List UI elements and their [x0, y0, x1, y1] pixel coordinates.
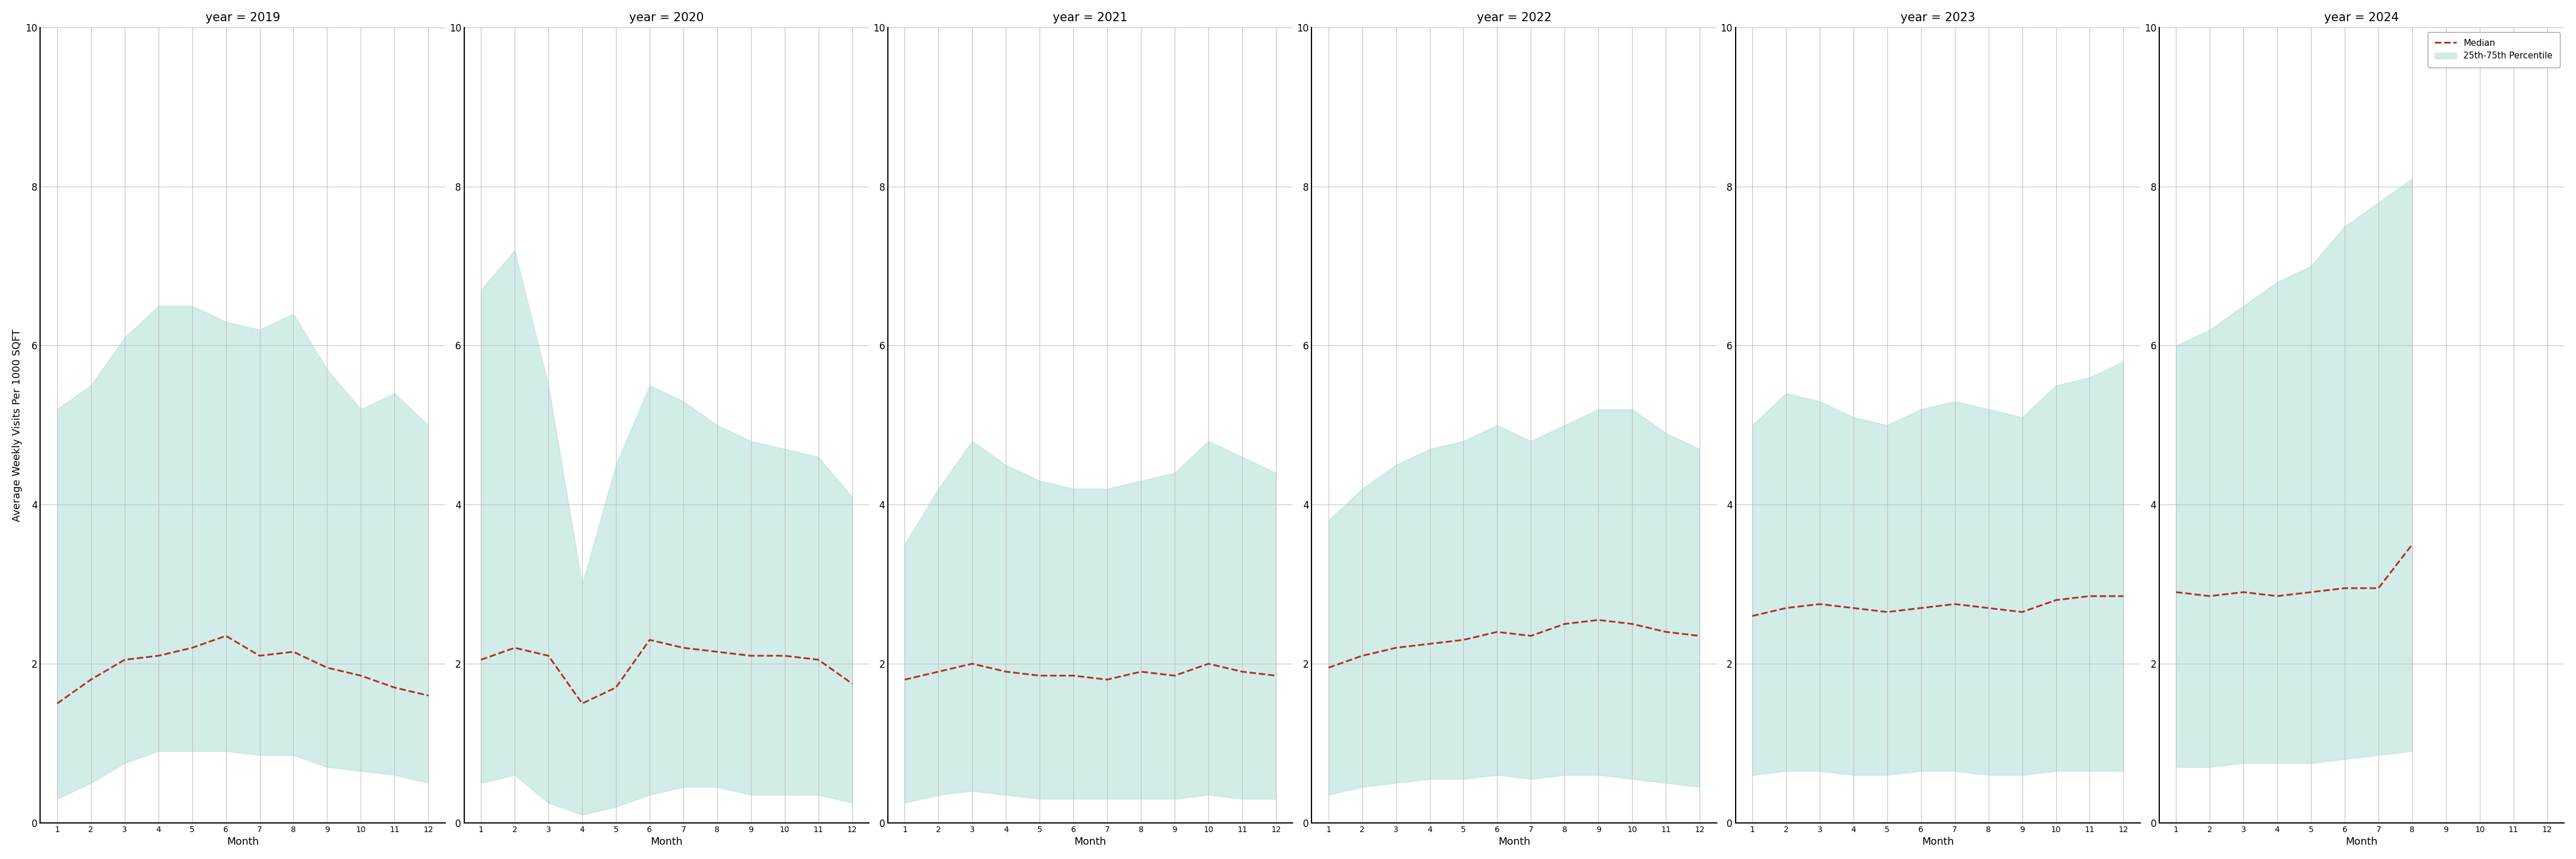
X-axis label: Month: Month: [649, 837, 683, 847]
Median: [2295, 587, 2326, 597]
Median: [1414, 639, 1445, 649]
Title: year = 2021: year = 2021: [1054, 12, 1128, 23]
Median: [312, 662, 343, 673]
Median: [41, 698, 72, 709]
X-axis label: Month: Month: [1074, 837, 1108, 847]
Median: [701, 647, 732, 657]
X-axis label: Month: Month: [227, 837, 258, 847]
Median: [889, 674, 920, 685]
Median: [412, 691, 443, 701]
Median: [600, 682, 631, 692]
Title: year = 2023: year = 2023: [1901, 12, 1976, 23]
Line: Median: Median: [1752, 596, 2123, 616]
Median: [245, 650, 276, 661]
Median: [1260, 671, 1291, 681]
Median: [1381, 643, 1412, 653]
Median: [75, 674, 106, 685]
Median: [466, 655, 497, 665]
Median: [1618, 618, 1649, 629]
Median: [345, 671, 376, 681]
Median: [1226, 667, 1257, 677]
Median: [2362, 583, 2393, 594]
X-axis label: Month: Month: [1922, 837, 1955, 847]
Title: year = 2024: year = 2024: [2324, 12, 2398, 23]
Median: [837, 679, 868, 689]
Median: [667, 643, 698, 653]
Legend: Median, 25th-75th Percentile: Median, 25th-75th Percentile: [2427, 32, 2561, 67]
Line: Median: Median: [904, 664, 1275, 679]
Median: [804, 655, 835, 665]
Median: [108, 655, 139, 665]
Median: [1651, 627, 1682, 637]
Median: [1839, 603, 1870, 613]
Median: [956, 659, 987, 669]
Median: [1159, 671, 1190, 681]
Median: [1873, 606, 1904, 617]
Median: [2040, 595, 2071, 606]
Median: [1515, 631, 1546, 641]
Y-axis label: Average Weekly Visits Per 1000 SQFT: Average Weekly Visits Per 1000 SQFT: [13, 329, 23, 521]
Median: [1973, 603, 2004, 613]
Median: [2396, 539, 2427, 550]
Median: [1940, 599, 1971, 609]
Line: Median: Median: [1329, 620, 1700, 667]
Median: [1548, 618, 1579, 629]
Median: [1736, 611, 1767, 621]
Median: [2107, 591, 2138, 601]
Median: [2007, 606, 2038, 617]
Median: [533, 650, 564, 661]
Title: year = 2020: year = 2020: [629, 12, 703, 23]
Median: [1906, 603, 1937, 613]
Median: [1092, 674, 1123, 685]
X-axis label: Month: Month: [2347, 837, 2378, 847]
Median: [2161, 587, 2192, 597]
Median: [2228, 587, 2259, 597]
X-axis label: Month: Month: [1499, 837, 1530, 847]
Median: [2074, 591, 2105, 601]
Line: Median: Median: [482, 640, 853, 704]
Line: Median: Median: [2177, 545, 2411, 596]
Median: [500, 643, 531, 653]
Median: [1314, 662, 1345, 673]
Median: [2195, 591, 2226, 601]
Median: [379, 682, 410, 692]
Median: [278, 647, 309, 657]
Median: [1803, 599, 1834, 609]
Median: [567, 698, 598, 709]
Median: [1059, 671, 1090, 681]
Median: [770, 650, 801, 661]
Median: [1770, 603, 1801, 613]
Title: year = 2019: year = 2019: [206, 12, 281, 23]
Line: Median: Median: [57, 636, 428, 704]
Title: year = 2022: year = 2022: [1476, 12, 1551, 23]
Median: [992, 667, 1023, 677]
Median: [922, 667, 953, 677]
Median: [142, 650, 173, 661]
Median: [1126, 667, 1157, 677]
Median: [734, 650, 765, 661]
Median: [211, 631, 242, 641]
Median: [1347, 650, 1378, 661]
Median: [178, 643, 209, 653]
Median: [1584, 615, 1615, 625]
Median: [2262, 591, 2293, 601]
Median: [2329, 583, 2360, 594]
Median: [1025, 671, 1056, 681]
Median: [1685, 631, 1716, 641]
Median: [1193, 659, 1224, 669]
Median: [1448, 635, 1479, 645]
Median: [634, 635, 665, 645]
Median: [1481, 627, 1512, 637]
